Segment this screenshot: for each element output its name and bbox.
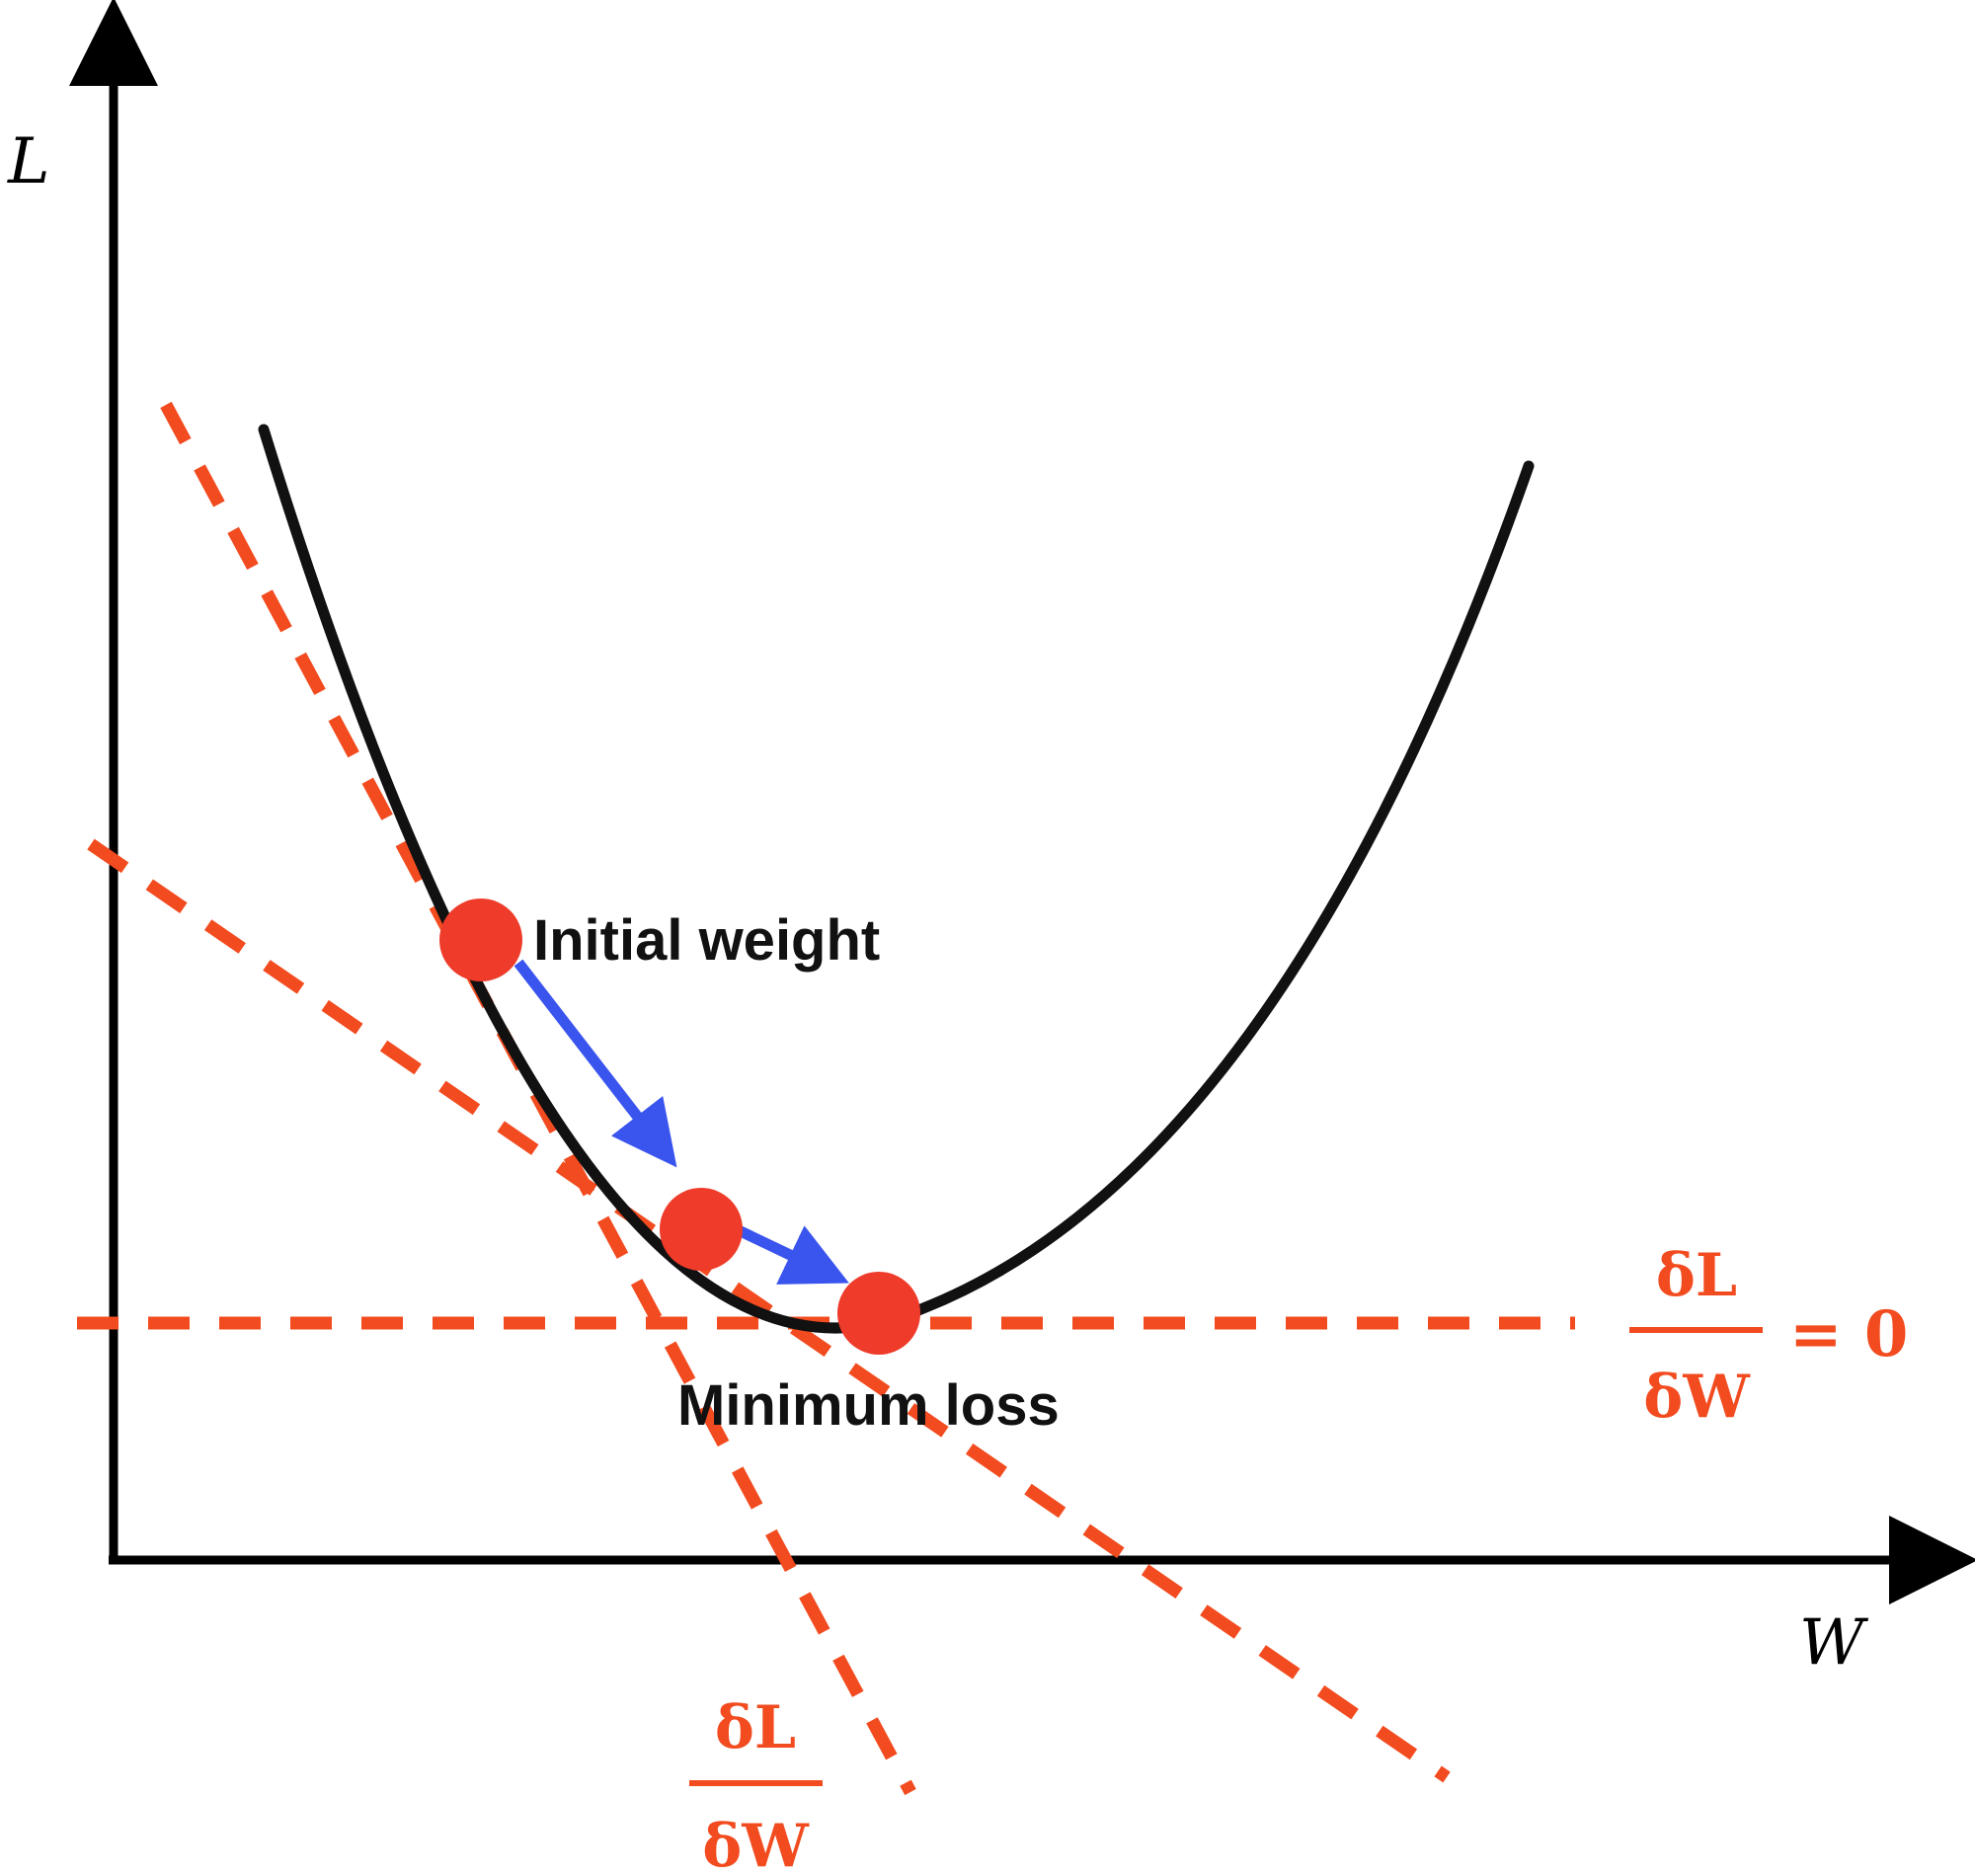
zero-gradient-numerator: δL (1656, 1241, 1737, 1310)
minimum-loss-point (837, 1272, 920, 1355)
initial-weight-point (439, 899, 522, 981)
zero-gradient-denominator: δW (1643, 1363, 1751, 1432)
tangent-gradient-denominator: δW (702, 1812, 810, 1876)
initial-weight-label: Initial weight (533, 908, 880, 973)
intermediate-weight-point (660, 1188, 743, 1271)
zero-gradient-equals: = 0 (1789, 1297, 1908, 1371)
x-axis-label: W (1799, 1606, 1869, 1680)
loss-curve (258, 424, 1535, 1334)
y-axis-label: L (7, 125, 50, 198)
step-arrow-1 (514, 959, 677, 1168)
minimum-loss-label: Minimum loss (677, 1373, 1060, 1438)
tangent-gradient-numerator: δL (715, 1693, 796, 1762)
